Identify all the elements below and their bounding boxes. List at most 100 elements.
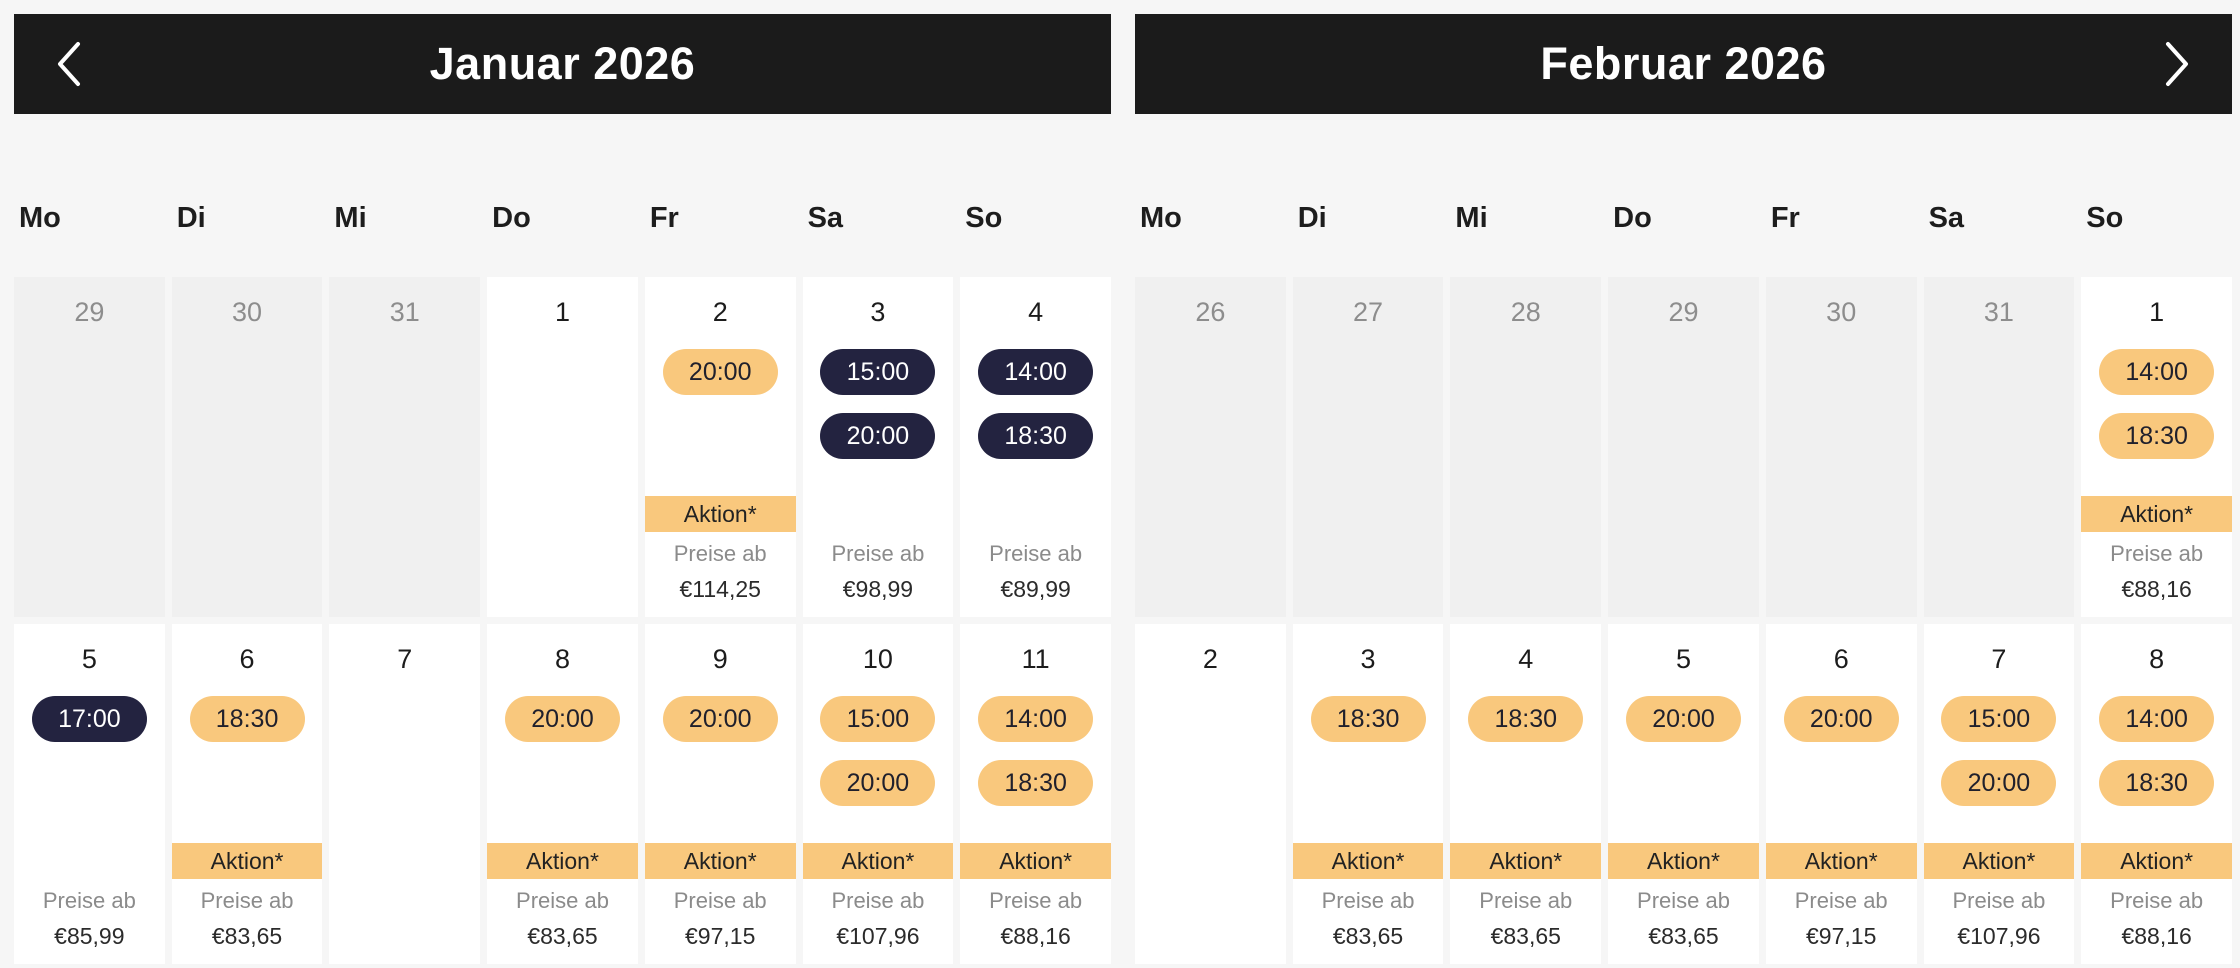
day-cell-outside: 30 <box>171 277 323 617</box>
aktion-badge: Aktion* <box>2081 843 2232 879</box>
day-cell: 8 20:00 Aktion* Preise ab €83,65 <box>487 624 638 964</box>
time-slot-pill[interactable]: 17:00 <box>31 696 147 742</box>
next-month-button[interactable] <box>2122 14 2232 114</box>
day-number: 31 <box>1983 296 2014 327</box>
time-slot-list: 20:00 <box>662 696 778 742</box>
price-prefix-label: Preise ab <box>200 888 294 913</box>
time-slot-pill[interactable]: 18:30 <box>1468 696 1584 742</box>
price-value: €97,15 <box>685 923 756 949</box>
prev-month-button[interactable] <box>14 14 124 114</box>
price-value: €97,15 <box>1806 923 1877 949</box>
time-slot-pill[interactable]: 20:00 <box>1783 696 1899 742</box>
day-number: 7 <box>397 643 413 674</box>
weekday-row: Mo Di Mi Do Fr Sa So <box>14 200 1111 236</box>
weekday-row: Mo Di Mi Do Fr Sa So <box>1135 200 2232 236</box>
time-slot-pill[interactable]: 18:30 <box>978 760 1094 806</box>
day-number: 11 <box>1021 643 1050 674</box>
day-number: 5 <box>81 643 97 674</box>
day-cell: 1 14:00 18:30 Aktion* Preise ab €88,16 <box>2081 277 2232 617</box>
weekday-label: Mi <box>1455 202 1488 234</box>
price-prefix-label: Preise ab <box>831 888 925 913</box>
weekday-label: Sa <box>807 202 844 234</box>
month-header: Februar 2026 <box>1135 14 2232 114</box>
time-slot-pill[interactable]: 18:30 <box>1310 696 1426 742</box>
day-number: 31 <box>389 296 420 327</box>
day-number: 5 <box>1675 643 1691 674</box>
day-cell-outside: 31 <box>329 277 481 617</box>
month-panel-january: Januar 2026 Mo Di Mi Do Fr Sa So 29 30 31 1 2 20:00… <box>14 14 1111 964</box>
day-cell: 7 15:00 20:00 Aktion* Preise ab €107,96 <box>1923 624 2075 964</box>
time-slot-pill[interactable]: 18:30 <box>2099 413 2215 459</box>
month-title: Januar 2026 <box>429 38 696 89</box>
day-number: 1 <box>2149 296 2165 327</box>
day-number: 30 <box>232 296 263 327</box>
time-slot-pill[interactable]: 18:30 <box>978 413 1094 459</box>
day-cell-outside: 27 <box>1292 277 1444 617</box>
time-slot-list: 20:00 <box>662 349 778 395</box>
day-number: 26 <box>1195 296 1226 327</box>
day-number: 8 <box>554 643 570 674</box>
day-cell: 7 <box>329 624 481 964</box>
price-value: €88,16 <box>2121 923 2192 949</box>
day-cell: 2 20:00 Aktion* Preise ab €114,25 <box>644 277 796 617</box>
aktion-badge: Aktion* <box>644 843 796 879</box>
day-number: 4 <box>1518 643 1534 674</box>
day-cell: 6 18:30 Aktion* Preise ab €83,65 <box>171 624 323 964</box>
weekday-label: Fr <box>1770 202 1800 234</box>
day-cell: 3 15:00 20:00 Preise ab €98,99 <box>802 277 954 617</box>
price-value: €83,65 <box>527 923 598 949</box>
time-slot-pill[interactable]: 15:00 <box>1941 696 2057 742</box>
day-cell: 10 15:00 20:00 Aktion* Preise ab €107,96 <box>802 624 954 964</box>
time-slot-pill[interactable]: 20:00 <box>1625 696 1741 742</box>
aktion-badge: Aktion* <box>1450 843 1602 879</box>
day-number: 3 <box>1360 643 1376 674</box>
time-slot-pill[interactable]: 20:00 <box>820 413 936 459</box>
time-slot-pill[interactable]: 20:00 <box>1941 760 2057 806</box>
day-cell-outside: 26 <box>1135 277 1286 617</box>
weekday-label: Fr <box>649 202 679 234</box>
time-slot-pill[interactable]: 18:30 <box>2099 760 2215 806</box>
time-slot-list: 14:00 18:30 <box>2099 349 2215 459</box>
price-value: €107,96 <box>1957 923 2041 949</box>
day-number: 6 <box>239 643 255 674</box>
weekday-label: Di <box>1297 202 1327 234</box>
price-prefix-label: Preise ab <box>1952 888 2046 913</box>
month-grid: 26 27 28 29 30 31 1 14:00 18:30 Aktion* Preise ab €… <box>1135 277 2232 964</box>
price-prefix-label: Preise ab <box>673 888 767 913</box>
weekday-label: Mi <box>334 202 367 234</box>
time-slot-pill[interactable]: 14:00 <box>2099 696 2215 742</box>
day-cell: 5 20:00 Aktion* Preise ab €83,65 <box>1608 624 1759 964</box>
time-slot-pill[interactable]: 14:00 <box>2099 349 2215 395</box>
time-slot-list: 14:00 18:30 <box>978 349 1094 459</box>
time-slot-pill[interactable]: 18:30 <box>189 696 305 742</box>
time-slot-pill[interactable]: 20:00 <box>820 760 936 806</box>
time-slot-list: 20:00 <box>1783 696 1899 742</box>
time-slot-pill[interactable]: 20:00 <box>662 349 778 395</box>
price-value: €98,99 <box>842 576 914 602</box>
time-slot-list: 15:00 20:00 <box>820 696 936 806</box>
time-slot-pill[interactable]: 14:00 <box>978 349 1094 395</box>
time-slot-pill[interactable]: 14:00 <box>978 696 1094 742</box>
price-prefix-label: Preise ab <box>989 888 1083 913</box>
aktion-badge: Aktion* <box>2081 496 2232 532</box>
day-cell: 5 17:00 Preise ab €85,99 <box>14 624 165 964</box>
price-prefix-label: Preise ab <box>1794 888 1888 913</box>
aktion-badge: Aktion* <box>960 843 1111 879</box>
weekday-label: Do <box>1613 202 1652 234</box>
day-cell: 11 14:00 18:30 Aktion* Preise ab €88,16 <box>960 624 1111 964</box>
time-slot-list: 20:00 <box>1625 696 1741 742</box>
aktion-badge: Aktion* <box>1292 843 1444 879</box>
time-slot-pill[interactable]: 15:00 <box>820 349 936 395</box>
time-slot-pill[interactable]: 20:00 <box>662 696 778 742</box>
price-value: €83,65 <box>1648 923 1719 949</box>
day-number: 1 <box>554 296 570 327</box>
day-cell: 4 18:30 Aktion* Preise ab €83,65 <box>1450 624 1602 964</box>
price-prefix-label: Preise ab <box>1637 888 1730 913</box>
day-cell-outside: 28 <box>1450 277 1602 617</box>
time-slot-pill[interactable]: 15:00 <box>820 696 936 742</box>
day-cell: 3 18:30 Aktion* Preise ab €83,65 <box>1292 624 1444 964</box>
time-slot-pill[interactable]: 20:00 <box>504 696 620 742</box>
month-title: Februar 2026 <box>1540 38 1827 89</box>
day-number: 29 <box>74 296 105 327</box>
